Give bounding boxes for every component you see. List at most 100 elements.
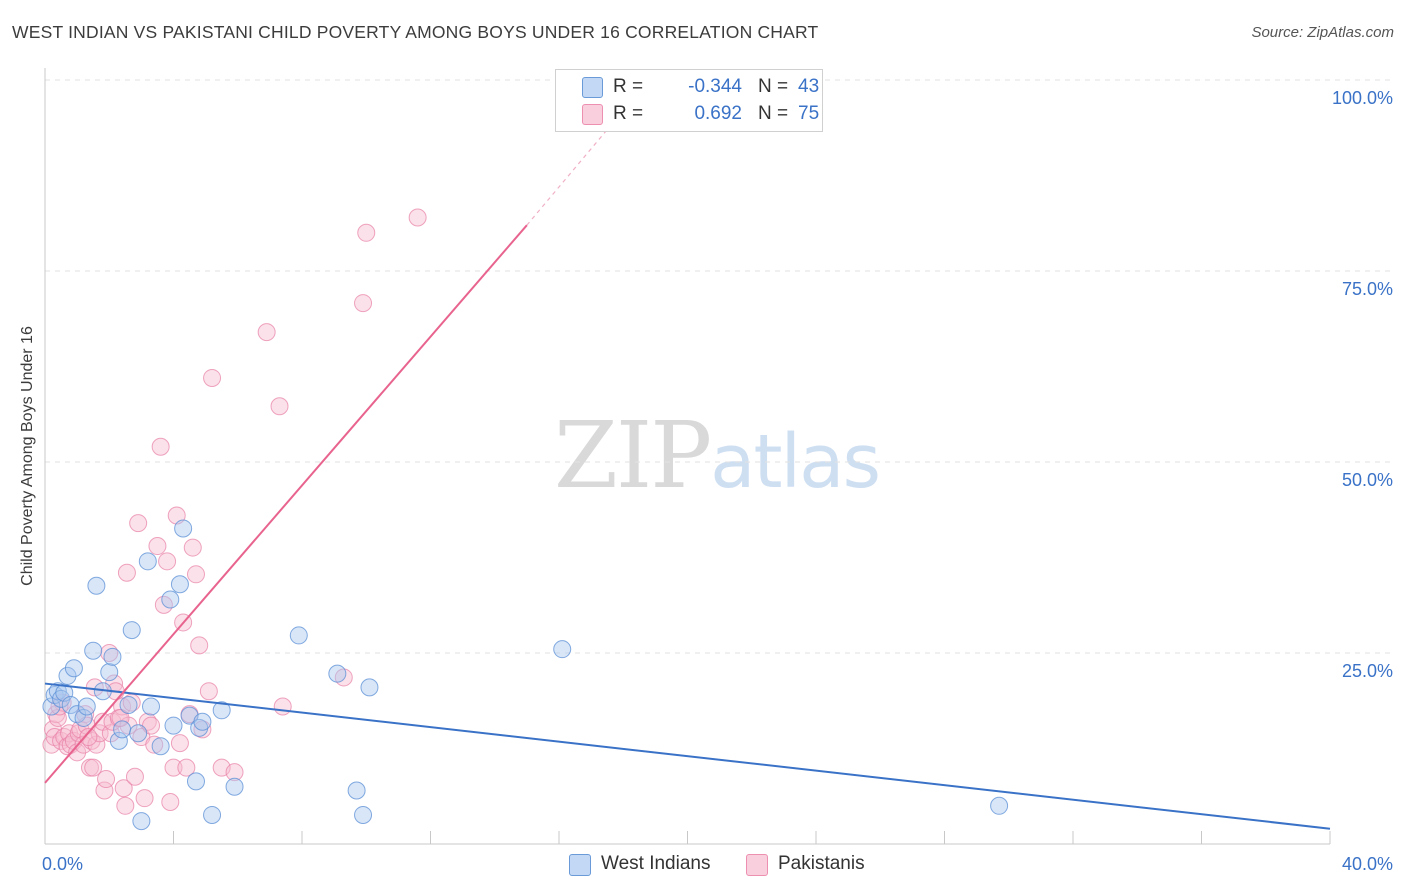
west-indians-point [174, 519, 193, 538]
pakistanis-point [84, 758, 103, 777]
west-indians-point [212, 701, 231, 720]
pakistanis-point [199, 682, 218, 701]
west-indians-point [103, 647, 122, 666]
west-indians-point [151, 737, 170, 756]
pakistanis-point [354, 294, 373, 313]
y-tick-label: 100.0% [1332, 88, 1393, 108]
legend-r-label: R = [613, 76, 644, 97]
y-tick-label: 75.0% [1342, 279, 1393, 299]
pakistanis-point [114, 779, 133, 798]
legend-swatch-pink [582, 104, 603, 125]
pakistanis-point [79, 728, 98, 747]
pakistanis-point [183, 538, 202, 557]
pakistanis-points [42, 208, 427, 815]
watermark: ZIPatlas [554, 402, 881, 509]
legend-n-label: N = [758, 76, 789, 97]
west-indians-point [138, 552, 157, 571]
west-indians-point [164, 716, 183, 735]
pakistanis-point [129, 514, 148, 533]
west-indians-point [77, 697, 96, 716]
legend-label-west-indians: West Indians [601, 853, 711, 874]
west-indians-point [129, 724, 148, 743]
west-indians-point [170, 575, 189, 594]
west-indians-point [58, 666, 77, 685]
pakistanis-point [97, 770, 116, 789]
pakistanis-point [273, 697, 292, 716]
west-indians-point [289, 626, 308, 645]
pakistanis-point [117, 563, 136, 582]
x-tick-label: 0.0% [42, 854, 83, 874]
pakistanis-point [170, 734, 189, 753]
pakistanis-point [193, 720, 212, 739]
west-indians-point [42, 697, 61, 716]
pakistanis-point [161, 792, 180, 811]
west-indians-point [161, 590, 180, 609]
pakistanis-point [225, 763, 244, 782]
west-indians-point [119, 695, 138, 714]
west-indians-point [328, 664, 347, 683]
pakistanis-point [111, 708, 130, 727]
west-indians-point [142, 697, 161, 716]
west-indians-point [87, 576, 106, 595]
west-indians-point [225, 777, 244, 796]
west-indians-point [186, 772, 205, 791]
watermark-zip: ZIP [554, 402, 712, 509]
pakistanis-point [164, 758, 183, 777]
west-indians-point [113, 720, 132, 739]
pakistanis-point [116, 796, 135, 815]
west-indians-point [553, 640, 572, 659]
pakistanis-point [270, 397, 289, 416]
pakistanis-point [177, 758, 196, 777]
west-indians-point [193, 712, 212, 731]
grid-lines [45, 79, 1393, 654]
west-indians-point [109, 731, 128, 750]
source-label: Source: ZipAtlas.com [1251, 24, 1394, 41]
pakistanis-point [135, 789, 154, 808]
west-indians-point [84, 641, 103, 660]
pakistanis-point [113, 697, 132, 716]
west-indians-points [42, 519, 1009, 831]
west-indians-point [61, 695, 80, 714]
legend-swatch-blue [569, 854, 591, 876]
west-indians-point [132, 812, 151, 831]
west-indians-point [203, 805, 222, 824]
pakistanis-point [151, 437, 170, 456]
axes [44, 68, 1331, 845]
legend-n-value: 75 [798, 103, 820, 124]
west-indians-point [990, 796, 1009, 815]
trend-lines [44, 125, 1331, 830]
pakistanis-point [186, 565, 205, 584]
west-indians-point [64, 659, 83, 678]
legend-r-value: 0.692 [694, 103, 742, 124]
legend-n-label: N = [758, 103, 789, 124]
pakistanis-point [95, 781, 114, 800]
legend-swatch-blue [582, 77, 603, 98]
west-indians-point [74, 708, 93, 727]
legend-label-pakistanis: Pakistanis [778, 853, 865, 874]
pakistanis-point [203, 368, 222, 387]
y-tick-label: 50.0% [1342, 470, 1393, 490]
west-indians-point [360, 678, 379, 697]
x-tick-label: 40.0% [1342, 854, 1393, 874]
pakistanis-point [257, 323, 276, 342]
west-indians-trend-line [44, 682, 1331, 830]
pakistanis-point [167, 506, 186, 525]
pakistanis-point [125, 767, 144, 786]
legend-r-value: -0.344 [688, 76, 742, 97]
west-indians-point [100, 663, 119, 682]
pakistanis-trend-extension [526, 125, 611, 226]
pakistanis-point [190, 636, 209, 655]
pakistanis-point [145, 735, 164, 754]
pakistanis-point [357, 223, 376, 242]
legend-swatch-pink [746, 854, 768, 876]
pakistanis-point [158, 552, 177, 571]
pakistanis-trend-line [44, 224, 528, 784]
pakistanis-point [148, 537, 167, 556]
west-indians-point [347, 781, 366, 800]
correlation-legend: R = -0.344 N = 43 R = 0.692 N = 75 [555, 69, 823, 132]
legend-n-value: 43 [798, 76, 820, 97]
chart-title: WEST INDIAN VS PAKISTANI CHILD POVERTY A… [12, 22, 819, 42]
y-tick-label: 25.0% [1342, 661, 1393, 681]
pakistanis-point [68, 743, 87, 762]
